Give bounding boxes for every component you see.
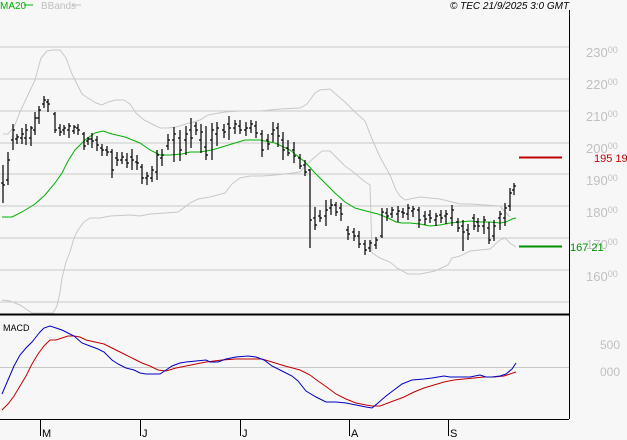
legend-bbands-label: BBands [41, 1, 76, 12]
legend-ma20-label: MA20 [0, 1, 27, 12]
macd-signal-line [1, 335, 517, 411]
ma20-line [2, 130, 517, 227]
y-tick-230: 23000 [586, 45, 618, 60]
x-tick-september: S [450, 428, 457, 440]
macd-line [1, 325, 517, 409]
copyright-timestamp: © TEC 21/9/2025 3:0 GMT [450, 1, 570, 12]
support-level-label: 167 21 [570, 242, 604, 254]
price-bars [1, 96, 516, 255]
y-tick-220: 22000 [586, 77, 618, 92]
x-tick-june: J [142, 428, 148, 440]
y-tick-160: 16000 [586, 269, 618, 284]
x-tick-may: M [42, 428, 51, 440]
macd-y-tick-500: 500 [600, 338, 620, 352]
y-tick-210: 21000 [586, 109, 618, 124]
macd-title: MACD [3, 323, 30, 333]
macd-y-tick-0: 000 [600, 365, 620, 379]
bband-upper-line [3, 49, 511, 218]
x-axis [40, 420, 449, 436]
resistance-level-label: 195 19 [594, 153, 627, 165]
price-gridlines [0, 46, 569, 303]
x-tick-august: A [351, 428, 359, 440]
x-tick-july: J [242, 428, 248, 440]
bband-lower-line [1, 150, 517, 314]
y-tick-180: 18000 [586, 205, 618, 220]
y-tick-190: 19000 [586, 173, 618, 188]
